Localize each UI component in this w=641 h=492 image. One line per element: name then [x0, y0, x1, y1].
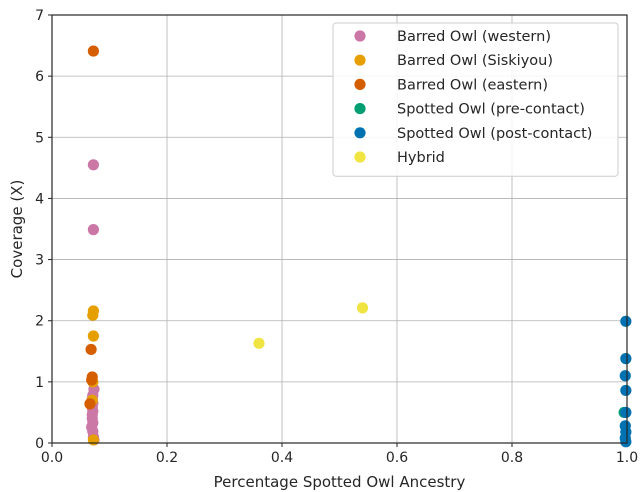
data-point	[620, 436, 632, 448]
series-2	[84, 45, 99, 410]
data-points	[84, 45, 632, 448]
y-tick-label: 6	[35, 69, 44, 85]
data-point	[356, 302, 369, 314]
data-point	[253, 337, 265, 349]
data-point	[619, 370, 631, 382]
data-point	[87, 330, 99, 342]
y-tick-label: 2	[35, 314, 44, 330]
data-point	[620, 315, 632, 327]
data-point	[85, 343, 97, 356]
legend-label: Barred Owl (eastern)	[397, 77, 548, 93]
x-tick-label: 1.0	[616, 450, 638, 466]
legend-marker	[354, 30, 366, 42]
y-tick-label: 4	[35, 191, 44, 207]
y-tick-label: 7	[35, 8, 44, 24]
legend-label: Hybrid	[397, 150, 445, 166]
data-point	[87, 159, 99, 171]
data-point	[620, 406, 632, 419]
legend-marker	[354, 78, 366, 90]
data-point	[87, 224, 99, 236]
series-4	[619, 315, 632, 448]
x-tick-label: 0.8	[501, 450, 523, 466]
y-tick-label: 5	[35, 130, 44, 146]
x-tick-label: 0.4	[271, 450, 293, 466]
x-axis-label: Percentage Spotted Owl Ancestry	[214, 473, 466, 491]
y-tick-label: 1	[35, 375, 44, 391]
data-point	[86, 374, 98, 386]
data-point	[87, 45, 99, 57]
data-point	[87, 434, 99, 446]
y-tick-label: 0	[35, 436, 44, 452]
legend-label: Spotted Owl (pre-contact)	[397, 102, 585, 118]
legend-box	[332, 22, 619, 177]
legend-marker	[354, 151, 366, 163]
x-tick-label: 0.2	[156, 450, 178, 466]
legend-label: Spotted Owl (post-contact)	[397, 126, 592, 142]
legend-label: Barred Owl (western)	[397, 29, 551, 45]
legend-marker	[354, 54, 366, 66]
axis-ticks: 0.0 0.2 0.4 0.6 0.8 1.0 0 1 2 3 4 5 6 7	[35, 8, 638, 466]
y-axis-label: Coverage (X)	[8, 180, 26, 279]
plot-frame	[51, 14, 628, 444]
x-tick-label: 0.0	[41, 450, 63, 466]
legend-label: Barred Owl (Siskiyou)	[397, 53, 553, 69]
data-point	[87, 309, 99, 321]
y-tick-label: 3	[35, 253, 44, 269]
legend: Barred Owl (western) Barred Owl (Siskiyou…	[332, 22, 619, 177]
data-point	[620, 353, 632, 365]
series-5	[253, 302, 369, 349]
legend-marker	[354, 103, 366, 115]
data-point	[620, 384, 632, 397]
x-tick-label: 0.6	[386, 450, 408, 466]
legend-marker	[354, 127, 366, 139]
data-point	[84, 398, 96, 410]
